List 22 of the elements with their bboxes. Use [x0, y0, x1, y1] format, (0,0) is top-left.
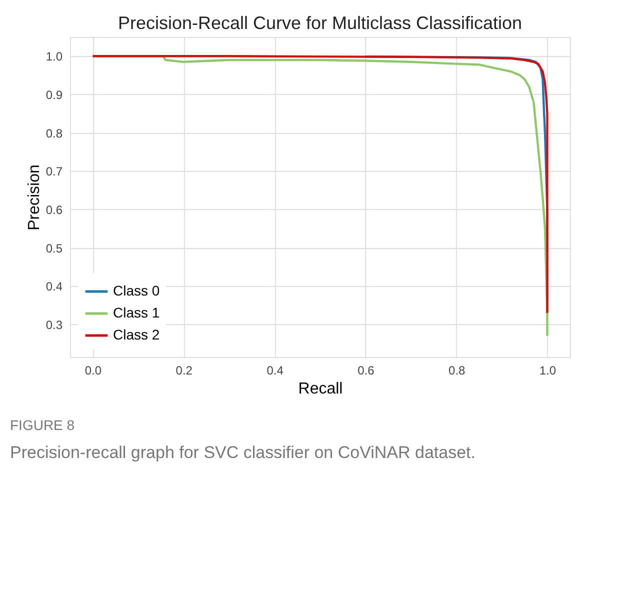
x-axis-title: Recall: [298, 380, 343, 398]
text: Precision-recall graph for SVC classifier on CoViNAR dataset.: [10, 443, 476, 462]
y-tick-label: 0.3: [46, 318, 63, 332]
x-tick-label: 0.2: [176, 364, 193, 378]
x-tick-label: 0.6: [358, 364, 375, 378]
x-tick-label: 1.0: [539, 364, 556, 378]
legend-label: Class 1: [113, 304, 160, 320]
x-tick-label: 0.4: [266, 364, 284, 378]
y-axis-title: Precision: [26, 164, 43, 230]
x-tick-label: 0.0: [84, 364, 102, 378]
legend-label: Class 2: [113, 326, 160, 342]
y-tick-label: 0.4: [46, 280, 63, 294]
x-tick-label: 0.8: [448, 364, 466, 378]
y-tick-label: 1.0: [46, 50, 63, 64]
chart-title: Precision-Recall Curve for Multiclass Classification: [118, 13, 522, 33]
y-tick-label: 0.5: [46, 241, 63, 256]
y-tick-label: 0.9: [46, 88, 63, 102]
y-tick-label: 0.6: [46, 202, 63, 217]
y-tick-label: 0.7: [46, 164, 63, 179]
caption: FIGURE 8: [10, 417, 75, 433]
legend-label: Class 0: [113, 282, 160, 298]
y-tick-label: 0.8: [46, 126, 63, 140]
